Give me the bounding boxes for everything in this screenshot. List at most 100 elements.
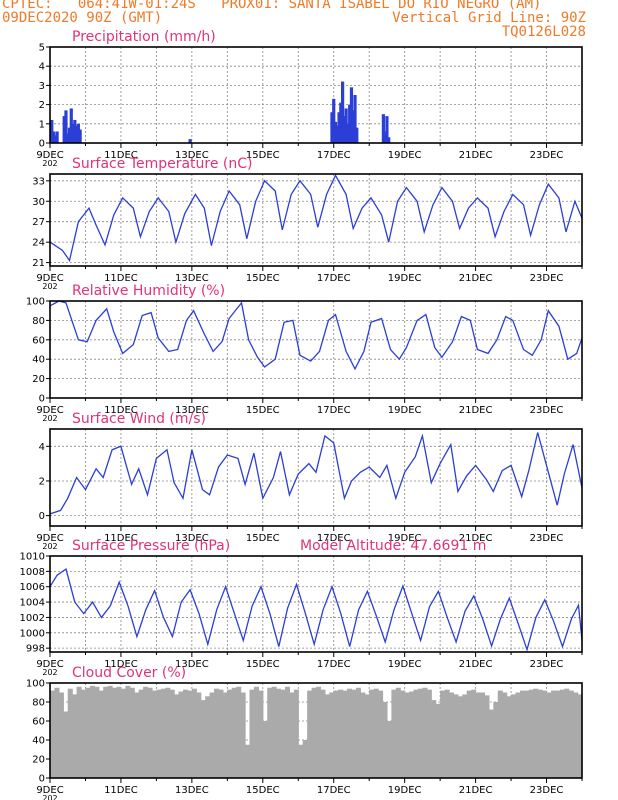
cloud-bar (493, 702, 499, 778)
cloud-bar (293, 689, 299, 778)
x-tick-label: 13DEC (175, 273, 209, 284)
panel-subtitle: Model Altitude: 47.6691 m (300, 538, 486, 554)
cloud-bar (426, 689, 432, 778)
cloud-bar (298, 744, 304, 778)
x-tick-label: 11DEC (104, 785, 138, 796)
cloud-bar (187, 690, 193, 778)
plot-frame (49, 46, 583, 144)
cloud-bar (253, 686, 259, 778)
cloud-cover-panel: 0 20 40 60 80 100 9DEC 11DEC 13DEC 15DEC 17DEC 19DE… (26, 665, 583, 800)
precip-bar (333, 121, 338, 143)
cloud-bar (511, 694, 517, 778)
year-label: 202 (42, 668, 57, 677)
cloud-bar (462, 694, 468, 778)
panel-title: Precipitation (mm/h) (72, 29, 216, 45)
precip-bar (62, 116, 66, 143)
x-tick-label: 21DEC (459, 785, 493, 796)
x-tick-label: 11DEC (104, 533, 138, 544)
panel-title: Surface Pressure (hPa) (72, 538, 230, 554)
temp-series-line (49, 173, 583, 263)
cloud-bar (316, 686, 322, 778)
x-tick-label: 21DEC (459, 659, 493, 670)
cloud-bar (369, 689, 375, 778)
precip-bar (53, 135, 57, 143)
cloud-bar (333, 690, 339, 778)
year-label: 202 (42, 542, 57, 551)
cloud-bar (245, 744, 251, 778)
y-tick-label: 20 (32, 374, 45, 385)
x-tick-label: 21DEC (459, 150, 493, 161)
cloud-bar (58, 692, 64, 778)
panel-title: Cloud Cover (%) (72, 665, 186, 681)
plot-frame (49, 300, 583, 399)
cloud-bar (227, 689, 233, 778)
cloud-bar (160, 688, 166, 778)
cloud-bar (378, 690, 384, 778)
header-line1: CPTEC: 064:41W-01:24S PROX01: SANTA ISAB… (2, 0, 542, 12)
cloud-bar (72, 694, 78, 778)
panel-title: Surface Temperature (nC) (72, 156, 253, 172)
cloud-bar (395, 687, 401, 778)
cloud-bar (284, 686, 290, 778)
cloud-bar (440, 690, 446, 778)
x-tick-label: 9DEC (36, 150, 63, 161)
cloud-bar (320, 689, 326, 778)
cloud-bar (200, 700, 206, 778)
cloud-bar (324, 694, 330, 778)
cloud-bar (506, 696, 512, 778)
precip-bar (385, 116, 389, 143)
x-tick-label: 15DEC (246, 659, 280, 670)
x-tick-label: 23DEC (530, 273, 564, 284)
cloud-bar (183, 689, 189, 778)
cloud-bar (209, 692, 215, 778)
cloud-bar (559, 689, 565, 778)
x-tick-label: 21DEC (459, 533, 493, 544)
cloud-bar (533, 688, 539, 778)
x-tick-label: 11DEC (104, 405, 138, 416)
plot-frame (49, 682, 583, 779)
x-tick-label: 15DEC (246, 273, 280, 284)
cloud-bar (174, 694, 180, 778)
y-tick-label: 27 (32, 217, 45, 228)
y-tick-label: 1008 (20, 567, 45, 578)
pressure-panel: 998 1000 1002 1004 1006 1008 1010 9DEC 11DEC 13DE… (20, 538, 583, 677)
cloud-bar (528, 689, 534, 778)
y-tick-label: 30 (32, 197, 45, 208)
precip-bar (73, 119, 77, 143)
x-tick-label: 19DEC (388, 659, 422, 670)
cloud-bar (347, 688, 353, 778)
cloud-bar (471, 689, 477, 778)
plot-frame (49, 555, 583, 653)
precip-bar (188, 139, 192, 143)
precip-bar (355, 127, 359, 143)
precip-bar (76, 123, 80, 143)
cloud-bar (231, 687, 237, 778)
y-tick-label: 0 (39, 774, 45, 785)
y-tick-label: 2 (39, 100, 45, 111)
cloud-bar (63, 711, 69, 778)
cloud-bar (151, 690, 157, 778)
cloud-bar (577, 694, 583, 778)
precip-bar (78, 129, 82, 143)
x-tick-label: 17DEC (317, 659, 351, 670)
cloud-bar (431, 700, 437, 778)
y-tick-label: 24 (32, 238, 45, 249)
cloud-bar (555, 690, 561, 778)
x-tick-label: 23DEC (530, 405, 564, 416)
cloud-bar (214, 688, 220, 778)
x-tick-label: 23DEC (530, 150, 564, 161)
x-tick-label: 11DEC (104, 273, 138, 284)
x-tick-label: 21DEC (459, 405, 493, 416)
precip-bar (330, 112, 334, 143)
x-tick-label: 19DEC (388, 273, 422, 284)
precip-bar (341, 81, 345, 143)
y-tick-label: 21 (32, 258, 45, 269)
cloud-bar (400, 690, 406, 778)
cloud-bar (54, 687, 60, 778)
cloud-bar (103, 686, 109, 778)
cloud-bar (302, 740, 308, 778)
y-tick-label: 20 (32, 755, 45, 766)
cloud-bar (519, 690, 525, 778)
cloud-bar (289, 692, 295, 778)
y-tick-label: 80 (32, 698, 45, 709)
